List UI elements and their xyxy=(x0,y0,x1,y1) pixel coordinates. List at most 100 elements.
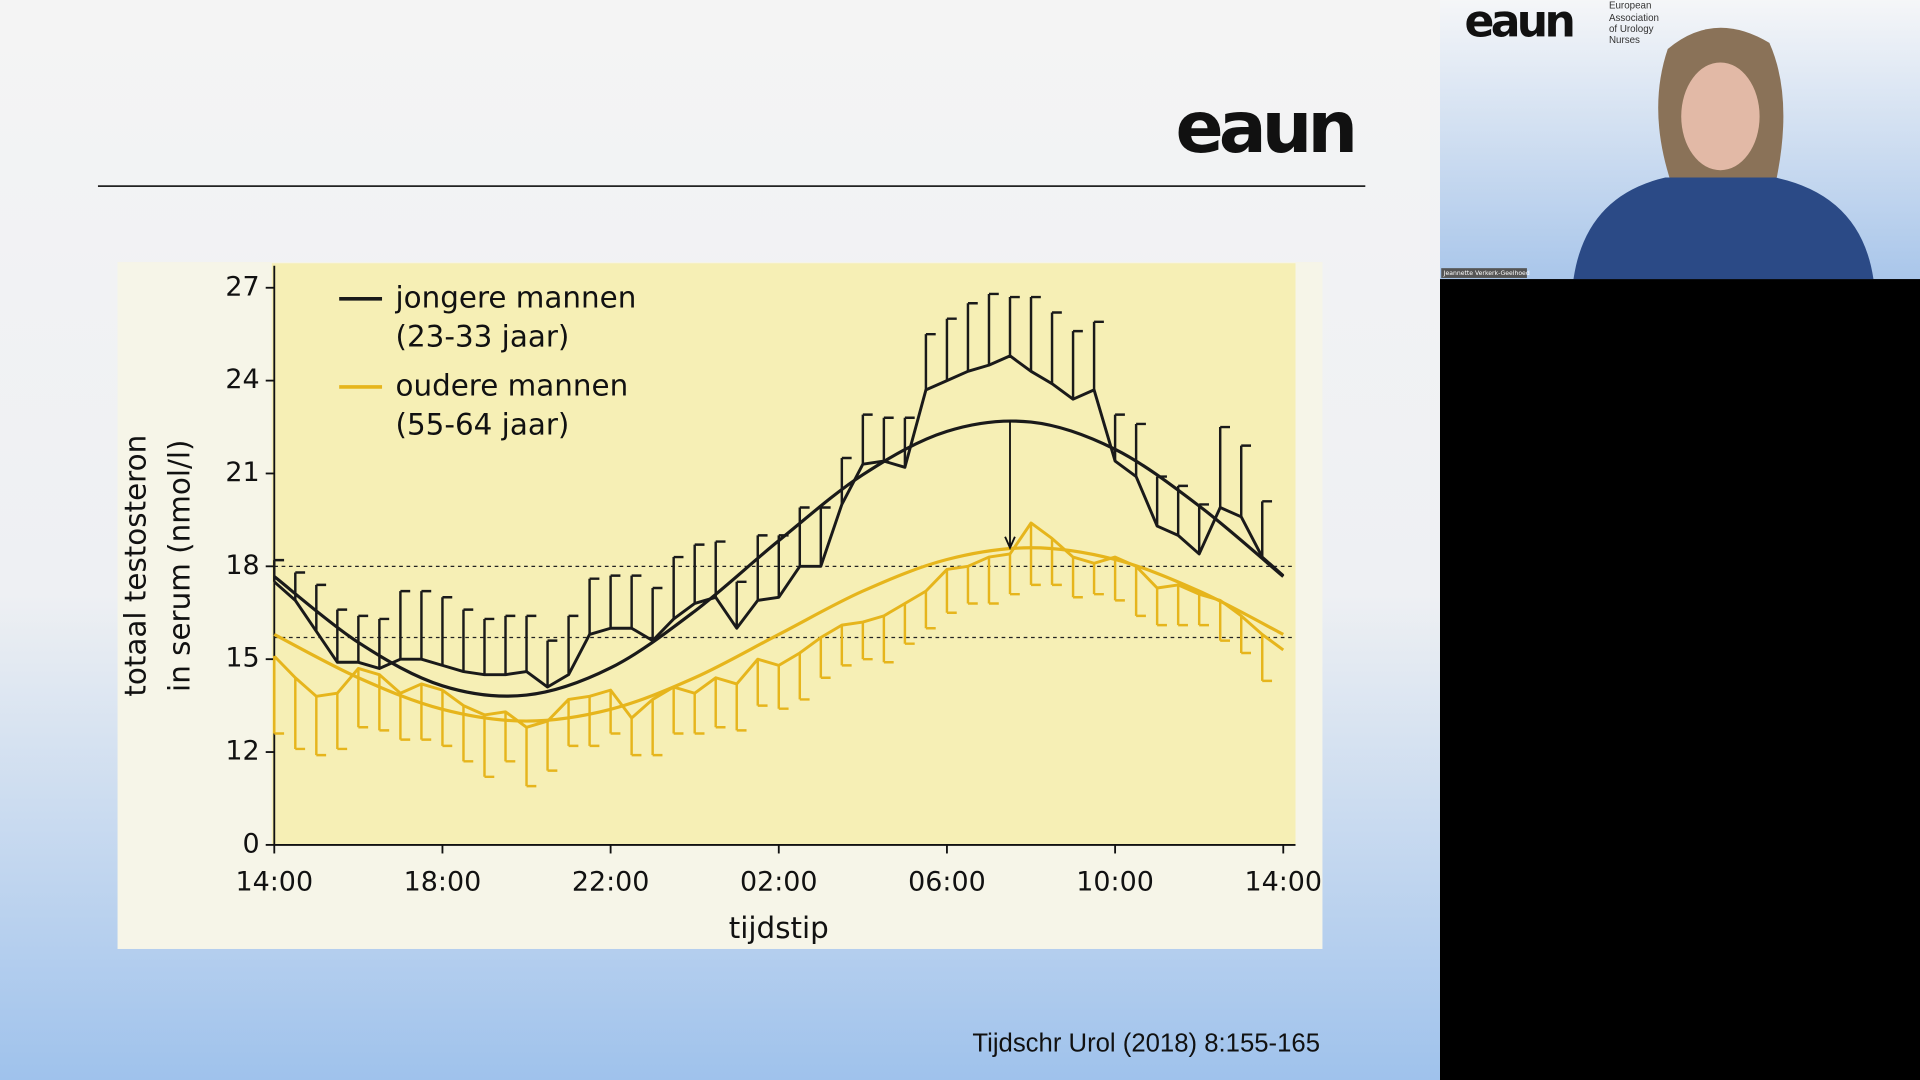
error-bar xyxy=(777,534,789,598)
error-bar xyxy=(504,614,516,675)
legend-group: (55-64 jaar) xyxy=(396,408,570,442)
error-bar xyxy=(609,690,621,735)
error-bar xyxy=(378,674,390,732)
error-bar xyxy=(504,711,516,763)
y-tick-label: 18 xyxy=(225,550,259,581)
error-bar xyxy=(1008,553,1020,596)
y-tick-label: 21 xyxy=(225,457,259,488)
arrow xyxy=(1004,420,1016,551)
error-bar xyxy=(357,614,369,663)
error-bar xyxy=(756,534,768,601)
error-bar xyxy=(441,690,453,748)
error-bar xyxy=(714,540,726,598)
error-bar xyxy=(777,665,789,710)
error-bar xyxy=(294,571,306,601)
org-line: European xyxy=(1609,1,1651,12)
x-tick-label: 14:00 xyxy=(1244,866,1322,897)
y-tick-label: 12 xyxy=(225,736,259,767)
error-bar xyxy=(903,416,915,468)
error-bar xyxy=(819,637,831,679)
error-bar xyxy=(1218,425,1230,508)
name-tag xyxy=(1441,268,1527,278)
y-axis-label: totaal testosteron in serum (nmol/l) xyxy=(119,435,197,697)
error-bar xyxy=(1261,500,1273,558)
error-bar xyxy=(882,416,894,462)
error-bar xyxy=(924,332,936,390)
error-bar xyxy=(1134,422,1146,477)
error-bar xyxy=(357,668,369,729)
error-bar xyxy=(315,696,327,757)
error-bar xyxy=(630,574,642,629)
error-bar xyxy=(420,589,432,660)
error-bar xyxy=(588,577,600,635)
error-bar xyxy=(840,625,852,667)
series-line xyxy=(273,521,1285,729)
error-bar xyxy=(483,714,495,779)
x-tick-label: 06:00 xyxy=(908,866,986,897)
error-bar xyxy=(1155,587,1167,627)
error-bar xyxy=(1113,557,1125,602)
org-line: Nurses xyxy=(1609,35,1640,46)
series-line xyxy=(273,354,1285,689)
video-logo: eaun xyxy=(1464,0,1572,47)
error-bar xyxy=(1071,557,1083,599)
error-bar xyxy=(672,555,684,619)
error-bar xyxy=(588,696,600,748)
x-axis-label: tijdstip xyxy=(729,911,829,945)
error-bar xyxy=(546,721,558,772)
error-bar xyxy=(378,617,390,669)
error-bar xyxy=(420,683,432,741)
error-bar xyxy=(273,558,285,582)
error-bar xyxy=(399,693,411,741)
citation: Tijdschr Urol (2018) 8:155-165 xyxy=(972,1029,1320,1057)
error-bar xyxy=(693,543,705,604)
error-bar xyxy=(1197,503,1209,554)
empty-area xyxy=(1440,279,1920,1080)
error-bar xyxy=(945,569,957,614)
error-bar xyxy=(1176,584,1188,627)
y-axis-label-line: totaal testosteron xyxy=(119,435,153,697)
y-tick-label: 15 xyxy=(225,643,259,674)
error-bar xyxy=(315,583,327,632)
error-bar xyxy=(756,659,768,707)
error-bar xyxy=(462,608,474,672)
error-bar xyxy=(1092,563,1104,596)
error-bar xyxy=(1092,320,1104,390)
error-bar xyxy=(714,677,726,729)
chart: 0 12 15 18 21 24 27 14:00 18:00 22:00 02:00 06:00 10… xyxy=(119,263,1322,945)
error-bar xyxy=(567,699,579,748)
error-bar xyxy=(651,586,663,641)
error-bar xyxy=(651,699,663,757)
error-bar xyxy=(1029,522,1041,587)
x-tick-label: 22:00 xyxy=(572,866,650,897)
error-bar xyxy=(483,617,495,675)
error-bar xyxy=(1050,538,1062,587)
error-bar xyxy=(1176,484,1188,536)
error-bar xyxy=(882,615,894,664)
error-bar xyxy=(1155,475,1167,527)
y-axis-label-line: in serum (nmol/l) xyxy=(163,439,197,692)
plot-area xyxy=(271,263,1296,845)
speaker-figure xyxy=(1573,27,1874,280)
error-bar xyxy=(798,652,810,701)
error-bar xyxy=(861,413,873,465)
y-tick-label: 0 xyxy=(242,828,259,859)
error-bar xyxy=(672,687,684,735)
error-bar xyxy=(546,639,558,688)
legend-group: (23-33 jaar) xyxy=(396,319,570,353)
error-bar xyxy=(945,317,957,381)
error-bar xyxy=(567,614,579,675)
error-bar xyxy=(525,727,537,788)
error-bar xyxy=(903,603,915,645)
error-bar xyxy=(840,456,852,505)
error-bar xyxy=(1029,295,1041,372)
error-bar xyxy=(294,677,306,751)
error-bar xyxy=(462,705,474,763)
error-bar xyxy=(987,557,999,605)
x-tick-label: 18:00 xyxy=(404,866,482,897)
error-bar xyxy=(987,292,999,366)
legend-label: oudere mannen xyxy=(396,368,629,402)
org-line: Association xyxy=(1609,13,1659,24)
error-bar xyxy=(798,506,810,567)
